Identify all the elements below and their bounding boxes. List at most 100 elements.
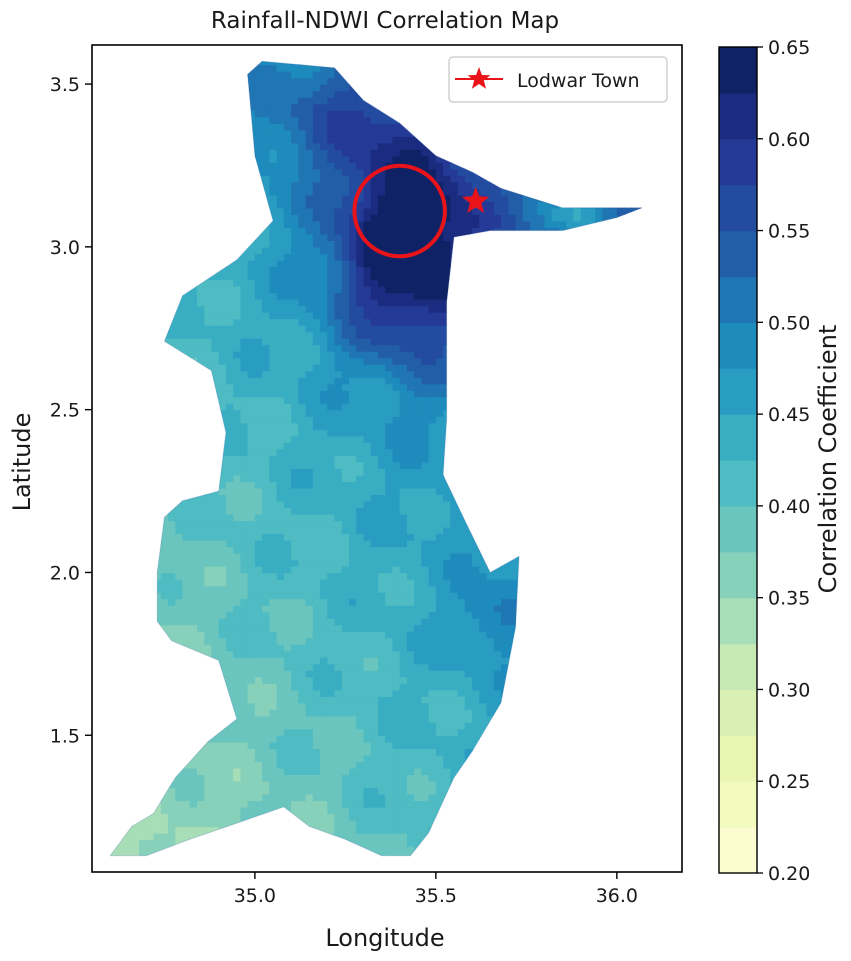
surface-cell bbox=[117, 741, 126, 749]
surface-cell bbox=[370, 754, 379, 762]
surface-cell bbox=[450, 448, 459, 456]
surface-cell bbox=[624, 520, 632, 528]
surface-cell bbox=[537, 592, 546, 600]
surface-cell bbox=[631, 565, 640, 574]
surface-cell bbox=[616, 813, 625, 821]
surface-cell bbox=[551, 800, 560, 808]
surface-cell bbox=[160, 461, 169, 469]
surface-cell bbox=[356, 657, 365, 665]
surface-cell bbox=[638, 644, 643, 652]
surface-cell bbox=[247, 644, 256, 652]
surface-cell bbox=[450, 826, 459, 834]
surface-cell bbox=[435, 533, 444, 541]
surface-cell bbox=[225, 455, 234, 463]
surface-cell bbox=[269, 650, 278, 658]
surface-cell bbox=[291, 513, 299, 522]
surface-cell bbox=[305, 552, 314, 561]
surface-cell bbox=[363, 787, 372, 795]
surface-cell bbox=[334, 579, 343, 587]
surface-cell bbox=[609, 481, 618, 489]
surface-cell bbox=[421, 546, 430, 554]
surface-cell bbox=[175, 741, 184, 749]
surface-cell bbox=[146, 696, 155, 704]
surface-cell bbox=[399, 735, 408, 743]
surface-cell bbox=[435, 618, 444, 626]
surface-cell bbox=[530, 559, 538, 567]
surface-cell bbox=[558, 683, 567, 691]
surface-cell bbox=[269, 592, 278, 600]
surface-cell bbox=[443, 552, 451, 561]
surface-cell bbox=[110, 657, 111, 665]
surface-cell bbox=[363, 819, 372, 828]
surface-cell bbox=[378, 670, 386, 678]
surface-cell bbox=[110, 513, 118, 522]
surface-cell bbox=[653, 612, 661, 619]
surface-cell bbox=[298, 572, 307, 580]
surface-cell bbox=[110, 487, 118, 495]
surface-cell bbox=[486, 631, 495, 639]
surface-cell bbox=[305, 598, 314, 606]
surface-cell bbox=[435, 565, 444, 574]
surface-cell bbox=[146, 624, 155, 632]
surface-cell bbox=[327, 819, 336, 828]
surface-cell bbox=[342, 859, 350, 866]
surface-cell bbox=[254, 670, 263, 678]
surface-cell bbox=[298, 728, 307, 736]
surface-cell bbox=[421, 533, 430, 541]
surface-cell bbox=[298, 598, 307, 606]
surface-cell bbox=[595, 722, 603, 730]
surface-cell bbox=[609, 813, 618, 821]
surface-cell bbox=[580, 487, 589, 495]
surface-cell bbox=[146, 715, 155, 723]
surface-cell bbox=[124, 780, 133, 788]
surface-cell bbox=[182, 735, 191, 743]
surface-cell bbox=[254, 748, 263, 756]
surface-cell bbox=[646, 794, 654, 801]
surface-cell bbox=[435, 624, 444, 632]
surface-cell bbox=[153, 598, 162, 606]
surface-cell bbox=[327, 513, 336, 522]
surface-cell bbox=[566, 832, 575, 841]
surface-cell bbox=[378, 474, 386, 482]
surface-cell bbox=[624, 741, 632, 749]
surface-cell bbox=[479, 520, 488, 528]
surface-cell bbox=[631, 618, 640, 626]
surface-cell bbox=[616, 572, 625, 580]
surface-cell bbox=[283, 650, 292, 658]
surface-cell bbox=[262, 585, 270, 593]
surface-cell bbox=[276, 683, 285, 691]
surface-cell bbox=[96, 507, 104, 514]
correlation-surface bbox=[96, 61, 661, 866]
surface-cell bbox=[283, 657, 292, 665]
surface-cell bbox=[110, 513, 111, 522]
surface-cell bbox=[501, 800, 509, 808]
surface-cell bbox=[487, 859, 495, 866]
surface-cell bbox=[537, 618, 546, 626]
surface-cell bbox=[551, 533, 560, 541]
surface-cell bbox=[312, 572, 321, 580]
surface-cell bbox=[544, 455, 553, 463]
surface-cell bbox=[211, 448, 220, 456]
surface-cell bbox=[522, 507, 531, 515]
surface-cell bbox=[479, 644, 488, 652]
surface-cell bbox=[320, 683, 328, 691]
surface-cell bbox=[464, 663, 473, 671]
surface-cell bbox=[566, 683, 575, 691]
surface-cell bbox=[146, 487, 155, 495]
surface-cell bbox=[464, 826, 473, 834]
surface-cell bbox=[211, 754, 220, 762]
surface-cell bbox=[486, 487, 495, 495]
surface-cell bbox=[631, 592, 640, 600]
surface-cell bbox=[573, 670, 582, 678]
surface-cell bbox=[276, 605, 285, 613]
surface-cell bbox=[421, 819, 430, 828]
surface-cell bbox=[204, 793, 213, 802]
surface-cell bbox=[457, 559, 466, 567]
surface-cell bbox=[110, 728, 111, 736]
surface-cell bbox=[472, 572, 480, 580]
surface-cell bbox=[262, 689, 270, 697]
surface-cell bbox=[370, 585, 379, 593]
surface-cell bbox=[139, 624, 147, 632]
surface-cell bbox=[646, 592, 654, 599]
surface-cell bbox=[283, 741, 292, 749]
